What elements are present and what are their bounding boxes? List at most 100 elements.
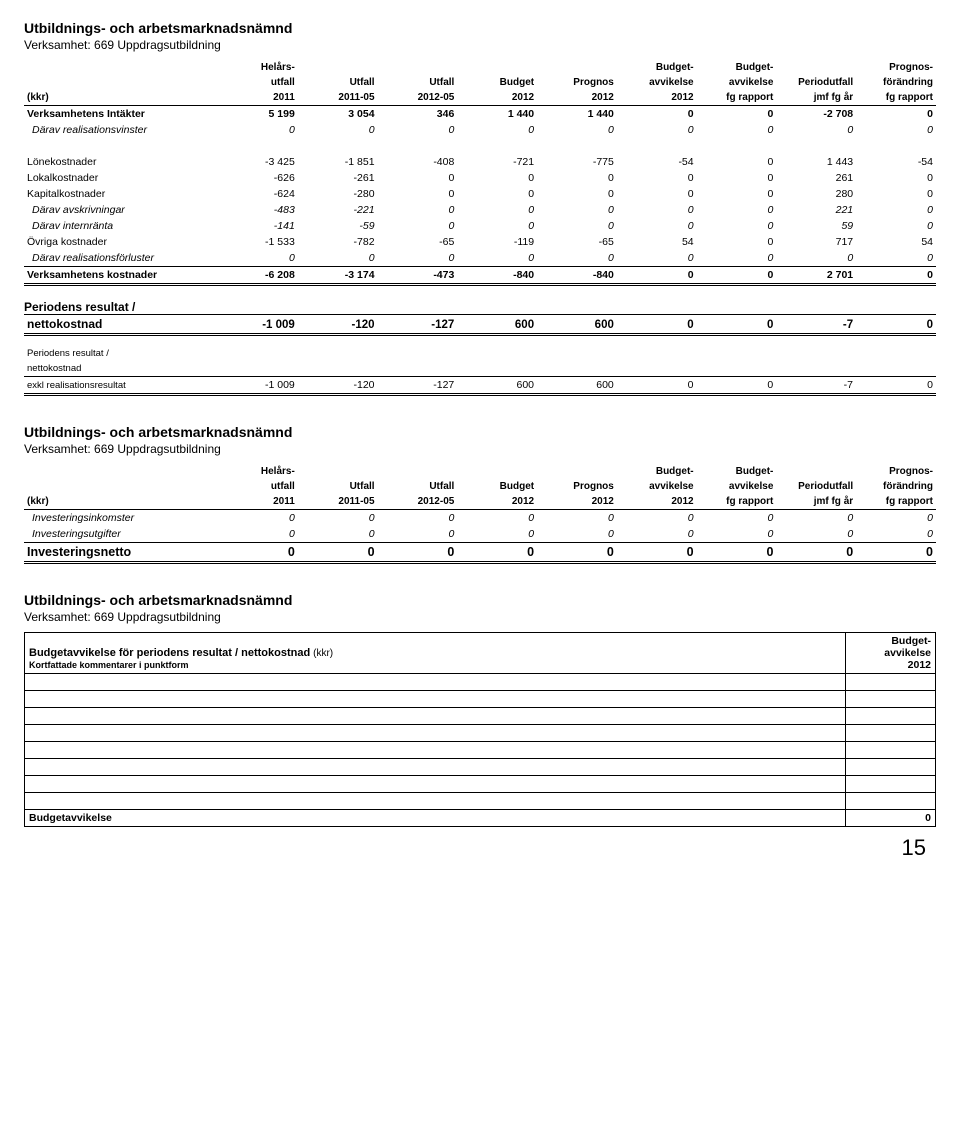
activity-line-2: Verksamhet: 669 Uppdragsutbildning bbox=[24, 442, 936, 456]
cell: 0 bbox=[697, 154, 777, 170]
hdr: Budget- bbox=[617, 464, 697, 479]
cell: 0 bbox=[697, 122, 777, 138]
cell: 0 bbox=[378, 543, 458, 563]
cell: 1 440 bbox=[457, 106, 537, 123]
deviation-blank-cell bbox=[25, 691, 846, 708]
cell: -261 bbox=[298, 170, 378, 186]
cell: 0 bbox=[697, 234, 777, 250]
cell: 0 bbox=[537, 170, 617, 186]
hdr: fg rapport bbox=[856, 90, 936, 106]
deviation-blank-cell bbox=[846, 793, 936, 810]
hdr: 2011 bbox=[218, 90, 298, 106]
hdr: Budget bbox=[457, 479, 537, 494]
cell: 0 bbox=[457, 122, 537, 138]
deviation-blank-cell bbox=[25, 725, 846, 742]
period-excl-table: Periodens resultat / nettokostnad exkl r… bbox=[24, 346, 936, 396]
hdr: förändring bbox=[856, 479, 936, 494]
deviation-blank-cell bbox=[846, 691, 936, 708]
cell: -473 bbox=[378, 267, 458, 285]
hdr: 2011-05 bbox=[298, 90, 378, 106]
hdr: Periodutfall bbox=[776, 75, 856, 90]
hdr: utfall bbox=[218, 479, 298, 494]
cell: 600 bbox=[457, 315, 537, 335]
deviation-blank-cell bbox=[25, 708, 846, 725]
cell: 0 bbox=[537, 526, 617, 543]
cell: 346 bbox=[378, 106, 458, 123]
deviation-blank-cell bbox=[25, 759, 846, 776]
cell: 0 bbox=[617, 202, 697, 218]
cell: -280 bbox=[298, 186, 378, 202]
deviation-footer-label: Budgetavvikelse bbox=[25, 810, 846, 827]
cell: 0 bbox=[856, 106, 936, 123]
period-excl-l2: nettokostnad bbox=[24, 361, 218, 377]
cell: 0 bbox=[697, 218, 777, 234]
hdr: Utfall bbox=[298, 479, 378, 494]
cell: -408 bbox=[378, 154, 458, 170]
cell: 2 701 bbox=[776, 267, 856, 285]
cell: -127 bbox=[378, 377, 458, 395]
hdr-kkr: (kkr) bbox=[24, 494, 218, 510]
hdr: Budget- bbox=[697, 60, 777, 75]
cell: 0 bbox=[537, 202, 617, 218]
cell: 600 bbox=[457, 377, 537, 395]
cell: -483 bbox=[218, 202, 298, 218]
cell: 0 bbox=[298, 543, 378, 563]
hdr: Prognos bbox=[537, 479, 617, 494]
cell: 0 bbox=[378, 250, 458, 267]
deviation-footer-value: 0 bbox=[846, 810, 936, 827]
hdr: 2011 bbox=[218, 494, 298, 510]
cell: -840 bbox=[457, 267, 537, 285]
cell: -3 174 bbox=[298, 267, 378, 285]
dev-col-c: 2012 bbox=[908, 659, 931, 671]
cell: 0 bbox=[856, 543, 936, 563]
cell: 0 bbox=[617, 170, 697, 186]
deviation-blank-cell bbox=[846, 742, 936, 759]
hdr: fg rapport bbox=[697, 90, 777, 106]
cell: -119 bbox=[457, 234, 537, 250]
hdr: Budget- bbox=[697, 464, 777, 479]
cell: 0 bbox=[378, 170, 458, 186]
hdr: 2012 bbox=[537, 90, 617, 106]
cell: 0 bbox=[617, 510, 697, 527]
deviation-blank-cell bbox=[846, 759, 936, 776]
hdr: 2012-05 bbox=[378, 90, 458, 106]
cell: 3 054 bbox=[298, 106, 378, 123]
cell: 600 bbox=[537, 377, 617, 395]
cell: -59 bbox=[298, 218, 378, 234]
cell: 0 bbox=[218, 510, 298, 527]
main-financial-table: Helårs- Budget- Budget- Prognos- utfall … bbox=[24, 60, 936, 286]
cell: 221 bbox=[776, 202, 856, 218]
cell: 600 bbox=[537, 315, 617, 335]
period-excl-l1: Periodens resultat / bbox=[24, 346, 218, 361]
cell: 0 bbox=[856, 170, 936, 186]
hdr: 2012 bbox=[457, 494, 537, 510]
cell: 261 bbox=[776, 170, 856, 186]
deviation-sub: Kortfattade kommentarer i punktform bbox=[29, 660, 189, 670]
period-result-title-a: Periodens resultat / bbox=[24, 300, 936, 314]
deviation-blank-cell bbox=[846, 708, 936, 725]
cell: -54 bbox=[617, 154, 697, 170]
cell: -65 bbox=[378, 234, 458, 250]
row-label: Kapitalkostnader bbox=[24, 186, 218, 202]
cell: 0 bbox=[617, 543, 697, 563]
hdr: 2012 bbox=[537, 494, 617, 510]
hdr: Utfall bbox=[298, 75, 378, 90]
cell: -54 bbox=[856, 154, 936, 170]
deviation-blank-cell bbox=[846, 776, 936, 793]
hdr: Helårs- bbox=[218, 464, 298, 479]
cell: 0 bbox=[457, 543, 537, 563]
cell: 0 bbox=[856, 267, 936, 285]
cell: 0 bbox=[776, 250, 856, 267]
org-title-2: Utbildnings- och arbetsmarknadsnämnd bbox=[24, 424, 936, 440]
cell: 0 bbox=[617, 122, 697, 138]
cell: 717 bbox=[776, 234, 856, 250]
deviation-blank-cell bbox=[846, 725, 936, 742]
hdr: 2011-05 bbox=[298, 494, 378, 510]
cell: 0 bbox=[697, 315, 777, 335]
dev-col-b: avvikelse bbox=[884, 647, 931, 659]
cell: 0 bbox=[378, 202, 458, 218]
cell: 0 bbox=[537, 218, 617, 234]
cell: 0 bbox=[537, 186, 617, 202]
hdr: fg rapport bbox=[856, 494, 936, 510]
cell: -1 533 bbox=[218, 234, 298, 250]
